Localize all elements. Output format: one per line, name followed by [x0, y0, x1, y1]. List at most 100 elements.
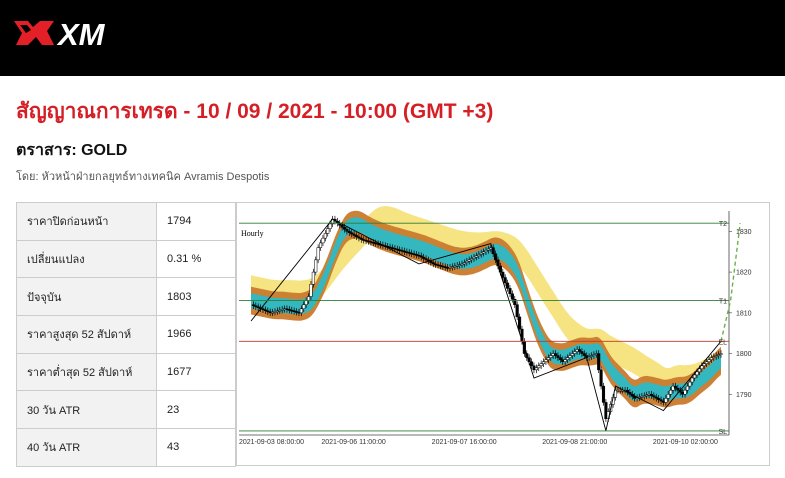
candle — [467, 259, 471, 262]
candle — [354, 235, 359, 238]
logo-text: XM — [56, 17, 106, 51]
candle — [693, 374, 697, 379]
candle — [587, 356, 591, 358]
candle — [700, 365, 704, 370]
candle — [328, 223, 332, 229]
candle — [549, 355, 553, 358]
candle — [664, 398, 668, 403]
candle — [326, 228, 330, 234]
candle — [597, 353, 601, 371]
candle — [503, 277, 507, 284]
xm-logo[interactable]: XM — [14, 15, 134, 51]
candle — [649, 394, 654, 396]
candle — [659, 399, 663, 402]
candle — [472, 256, 476, 259]
candle — [323, 233, 327, 239]
candle — [484, 250, 488, 252]
header-bar: XM — [0, 0, 785, 76]
candle — [518, 316, 522, 330]
candle — [357, 236, 361, 239]
candle — [352, 233, 356, 236]
candle — [513, 298, 517, 305]
stat-label: ราคาปิดก่อนหน้า — [16, 202, 157, 241]
candle — [565, 357, 570, 360]
candle — [506, 282, 510, 289]
stat-value: 1803 — [156, 277, 236, 317]
candle — [592, 354, 596, 356]
stat-value: 1966 — [156, 315, 236, 354]
level-label: SL — [718, 429, 727, 436]
x-tick-label: 2021-09-07 16:00:00 — [432, 439, 497, 446]
candle — [530, 361, 534, 367]
instrument-label: ตราสาร: GOLD — [16, 142, 128, 159]
table-row: ปัจจุบัน 1803 — [16, 277, 236, 317]
timeframe-label: Hourly — [241, 229, 264, 238]
candle — [568, 355, 572, 358]
candle — [263, 309, 267, 312]
candle — [546, 357, 550, 360]
candle — [422, 256, 426, 259]
candle — [666, 394, 670, 399]
candle — [544, 359, 548, 362]
candle — [342, 227, 347, 230]
candle — [321, 237, 325, 244]
candle — [460, 263, 464, 266]
stat-value: 43 — [156, 428, 236, 467]
candle — [251, 304, 255, 306]
candle — [705, 361, 709, 364]
candle — [556, 355, 560, 358]
candle — [424, 258, 428, 261]
candle — [690, 377, 694, 383]
level-label: EL — [718, 339, 727, 346]
candle — [582, 353, 586, 356]
y-tick-label: 1800 — [736, 351, 752, 358]
candle — [482, 251, 486, 254]
x-tick-label: 2021-09-03 08:00:00 — [239, 439, 304, 446]
candle — [311, 271, 315, 285]
candle — [673, 385, 677, 389]
candle — [652, 395, 656, 398]
candle — [470, 258, 474, 261]
candle — [340, 225, 344, 228]
table-row: ราคาต่ำสุด 52 สัปดาห์ 1677 — [16, 352, 236, 392]
table-row: 30 วัน ATR 23 — [16, 390, 236, 430]
stat-label: ราคาสูงสุด 52 สัปดาห์ — [16, 315, 157, 354]
candle — [316, 247, 320, 261]
candle — [501, 271, 505, 278]
stat-label: ราคาต่ำสุด 52 สัปดาห์ — [16, 352, 157, 392]
candle — [589, 355, 594, 357]
candle — [318, 242, 323, 248]
candle — [345, 229, 349, 232]
y-tick-label: 1810 — [736, 310, 752, 317]
chart-canvas: T2 T1 EL SL 1790 1800 1810 1820 1830 2021-09-03 0… — [239, 206, 752, 446]
inner-ma-band — [251, 217, 721, 401]
y-tick-label: 1790 — [736, 392, 752, 399]
candle — [702, 363, 706, 367]
price-chart: T2 T1 EL SL 1790 1800 1810 1820 1830 2021-09-03 0… — [236, 202, 770, 466]
candle — [685, 385, 689, 391]
candle — [465, 260, 469, 263]
table-row: 40 วัน ATR 43 — [16, 428, 236, 467]
candle — [558, 357, 562, 360]
candle — [697, 368, 701, 373]
candle — [542, 361, 546, 364]
stat-value: 1677 — [156, 352, 236, 392]
candle — [717, 354, 721, 356]
candle — [304, 300, 308, 305]
bull-icon — [14, 21, 54, 45]
y-tick-label: 1820 — [736, 270, 752, 277]
candle — [431, 262, 435, 265]
stat-label: ปัจจุบัน — [16, 277, 157, 317]
candle — [302, 304, 306, 309]
candle — [714, 355, 718, 357]
candle — [515, 304, 519, 318]
candle — [669, 389, 673, 395]
candle — [553, 353, 558, 356]
candle — [254, 305, 258, 307]
stat-value: 23 — [156, 390, 236, 430]
table-row: ราคาปิดก่อนหน้า 1794 — [16, 202, 236, 241]
candle — [577, 349, 582, 352]
level-label: T2 — [719, 221, 727, 228]
candle — [709, 357, 713, 360]
candle — [359, 237, 363, 240]
